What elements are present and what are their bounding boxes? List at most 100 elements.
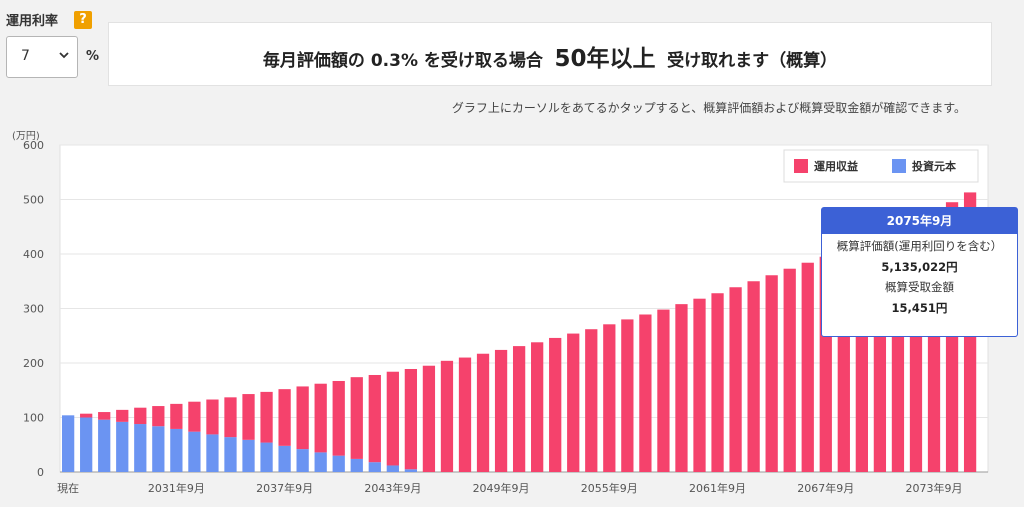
legend-label-profit: 運用収益: [814, 159, 858, 173]
help-icon[interactable]: ?: [74, 11, 92, 29]
bar-principal: [80, 417, 93, 472]
bar-profit: [422, 365, 436, 472]
tooltip-value-valuation: 5,135,022円: [881, 260, 958, 274]
bar-principal: [188, 431, 201, 472]
bar-principal: [134, 424, 147, 472]
x-tick-label: 2061年9月: [689, 481, 746, 495]
bar-profit: [476, 353, 490, 472]
bar-profit: [801, 262, 814, 472]
y-tick-label: 600: [23, 139, 44, 152]
bar-profit: [98, 412, 111, 420]
bar-profit: [639, 314, 652, 472]
legend-swatch-profit: [794, 159, 808, 173]
banner-pre: 毎月評価額の 0.3% を受け取る場合: [262, 51, 543, 71]
legend-label-principal: 投資元本: [912, 159, 956, 173]
bar-profit: [531, 342, 544, 472]
bar-principal: [170, 428, 183, 472]
bar-principal: [206, 434, 219, 472]
bar-principal: [404, 469, 418, 472]
x-tick-label: 現在: [57, 482, 79, 495]
x-tick-label: 2055年9月: [581, 481, 638, 495]
y-tick-label: 500: [23, 194, 44, 207]
bar-profit: [152, 406, 165, 427]
bar-profit: [314, 383, 327, 453]
x-tick-label: 2067年9月: [797, 481, 854, 495]
bar-profit: [134, 407, 147, 425]
bar-profit: [242, 394, 255, 440]
bar-profit: [693, 298, 706, 472]
rate-label: 運用利率: [6, 14, 59, 29]
y-tick-label: 0: [37, 466, 44, 479]
bar-profit: [404, 368, 418, 470]
bar-profit: [621, 319, 634, 472]
bar-profit: [549, 337, 562, 472]
legend-swatch-principal: [892, 159, 906, 173]
y-tick-label: 400: [23, 248, 44, 261]
y-tick-label: 100: [23, 412, 44, 425]
y-tick-label: 200: [23, 357, 44, 370]
bar-principal: [332, 455, 345, 472]
bar-profit: [80, 413, 93, 418]
bar-profit: [206, 399, 219, 435]
bar-profit: [747, 281, 760, 472]
bar-profit: [260, 391, 273, 443]
tooltip-value-payout: 15,451円: [891, 301, 948, 315]
bar-profit: [278, 389, 291, 446]
rate-select[interactable]: 7: [6, 36, 78, 78]
bar-profit: [567, 333, 580, 472]
bar-profit: [332, 380, 345, 456]
banner-duration: 50年以上: [554, 46, 656, 72]
bar-principal: [386, 465, 399, 472]
bar-principal: [242, 439, 255, 472]
bar-profit: [512, 346, 526, 472]
bar-profit: [494, 349, 508, 472]
bar-principal: [368, 462, 381, 472]
bar-principal: [152, 426, 165, 472]
banner-post: 受け取れます（概算）: [667, 51, 838, 71]
bar-profit: [386, 371, 399, 466]
bar-principal: [260, 442, 273, 472]
chart-hint: グラフ上にカーソルをあてるかタップすると、概算評価額および概算受取金額が確認でき…: [451, 101, 966, 115]
bar-profit: [350, 377, 363, 459]
legend-box: [783, 149, 979, 183]
y-tick-label: 300: [23, 303, 44, 316]
x-tick-label: 2037年9月: [256, 481, 313, 495]
bar-profit: [657, 309, 670, 472]
bar-profit: [675, 304, 688, 472]
bar-profit: [224, 397, 237, 438]
bar-profit: [170, 403, 183, 429]
bar-profit: [116, 409, 129, 422]
bar-profit: [585, 329, 598, 472]
bar-principal: [224, 437, 237, 472]
bar-profit: [368, 374, 381, 463]
tooltip-date: 2075年9月: [822, 208, 1017, 234]
tooltip-label-payout: 概算受取金額: [885, 280, 954, 294]
percent-label: %: [86, 49, 100, 64]
bar-profit: [765, 275, 778, 472]
x-tick-label: 2073年9月: [906, 481, 963, 495]
bar-principal: [296, 449, 309, 472]
y-axis-unit: (万円): [12, 131, 40, 142]
bar-profit: [440, 360, 454, 472]
result-banner: 毎月評価額の 0.3% を受け取る場合 50年以上 受け取れます（概算）: [108, 22, 992, 86]
rate-select-value: 7: [21, 48, 30, 64]
bar-profit: [188, 401, 201, 432]
x-tick-label: 2043年9月: [364, 481, 421, 495]
bar-profit: [296, 386, 309, 450]
chart-tooltip: 2075年9月 概算評価額(運用利回りを含む） 5,135,022円 概算受取金…: [821, 207, 1018, 337]
bar-profit: [458, 357, 472, 472]
bar-principal: [116, 421, 129, 472]
bar-principal: [350, 458, 363, 472]
bar-principal: [278, 445, 291, 472]
bar-profit: [603, 324, 616, 472]
tooltip-label-valuation: 概算評価額(運用利回りを含む）: [836, 239, 1003, 253]
bar-principal: [62, 415, 75, 472]
bar-profit: [783, 268, 796, 472]
bar-principal: [314, 452, 327, 472]
bar-principal: [98, 419, 111, 472]
chevron-down-icon: [59, 52, 69, 59]
bar-profit: [729, 287, 742, 472]
x-tick-label: 2049年9月: [473, 481, 530, 495]
bar-profit: [711, 293, 724, 472]
x-tick-label: 2031年9月: [148, 481, 205, 495]
